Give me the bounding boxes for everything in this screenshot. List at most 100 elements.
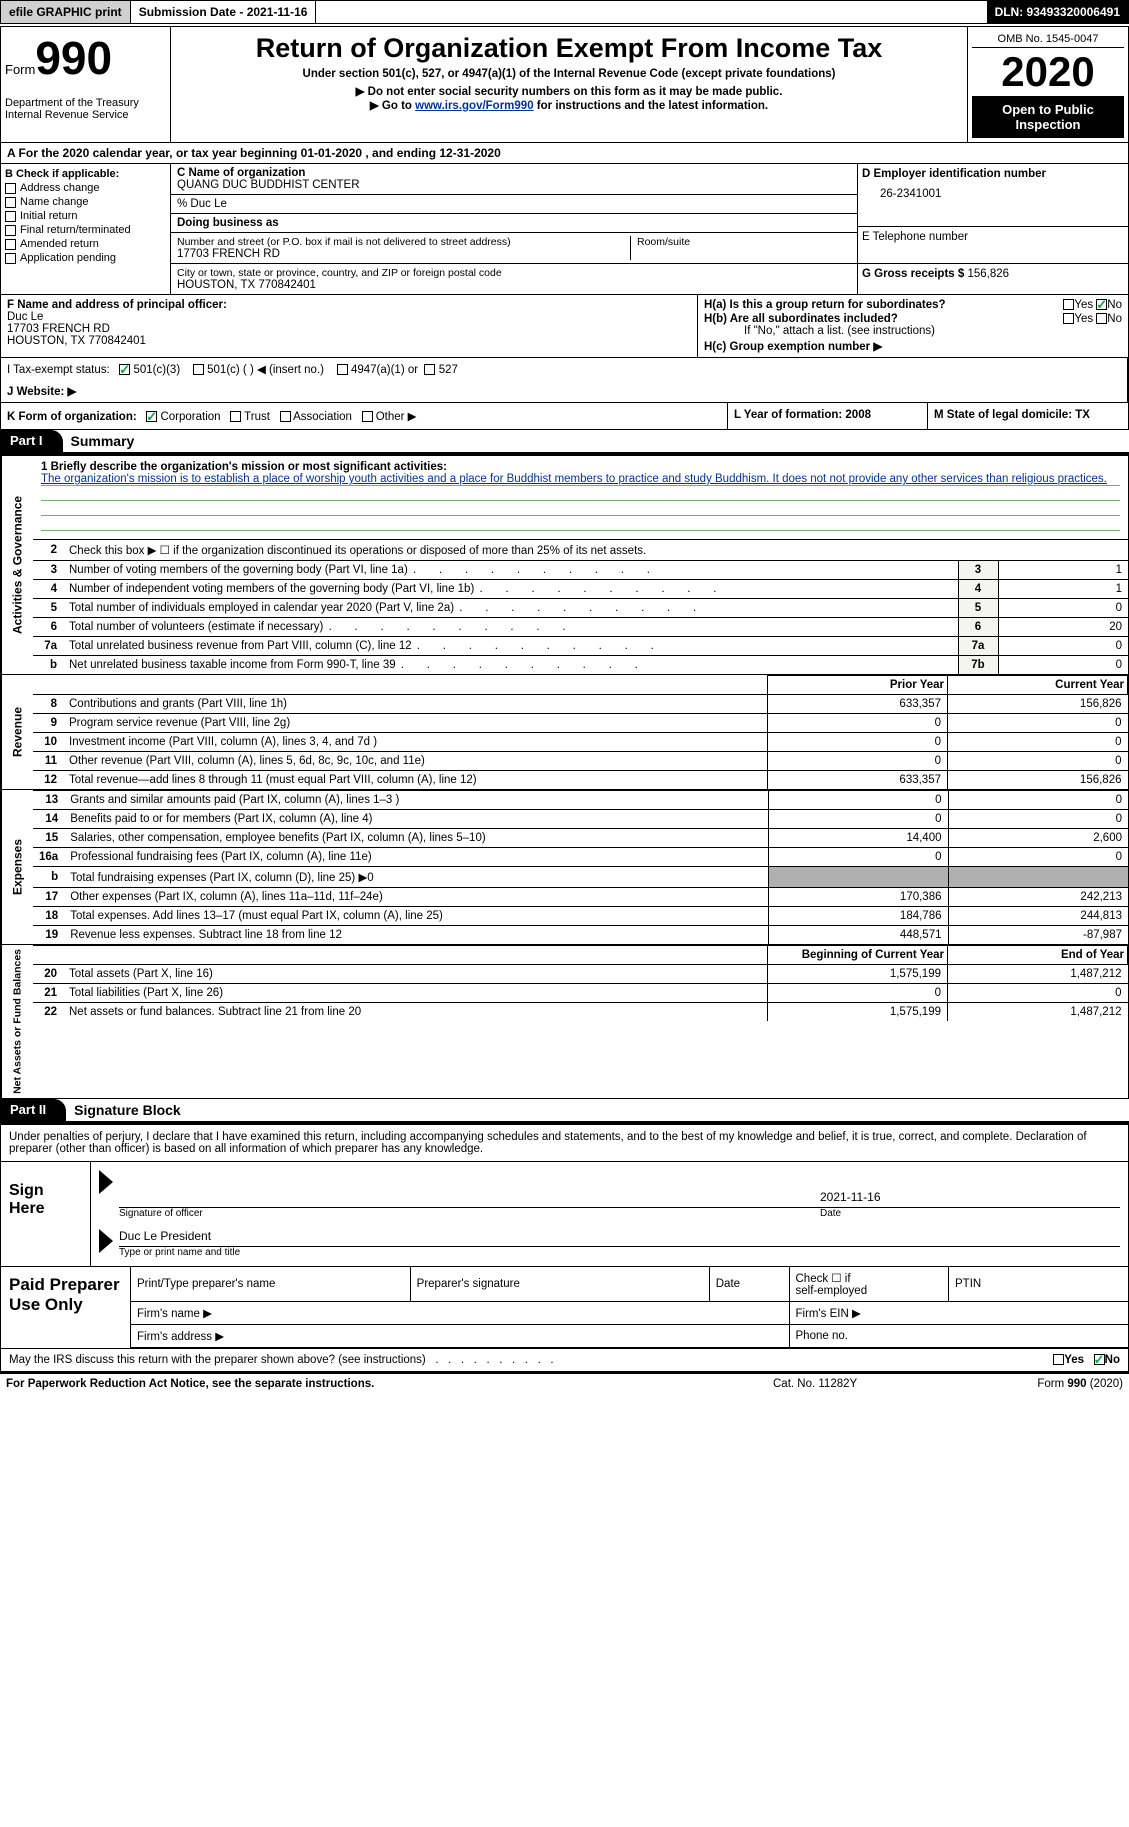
L-year: L Year of formation: 2008 [734, 409, 871, 421]
care-of: % Duc Le [171, 195, 857, 214]
chk-address-change[interactable] [5, 183, 16, 194]
form-header: Form990 Department of the Treasury Inter… [0, 26, 1129, 143]
efile-print-button[interactable]: efile GRAPHIC print [1, 1, 131, 23]
expenses-table: 13Grants and similar amounts paid (Part … [33, 790, 1128, 944]
col-B: B Check if applicable: Address change Na… [1, 164, 171, 294]
J-website-lbl: J Website: ▶ [7, 386, 76, 398]
table-row: 4Number of independent voting members of… [33, 580, 1128, 599]
line-2: Check this box ▶ ☐ if the organization d… [63, 540, 1128, 561]
form-number: Form990 [5, 31, 166, 85]
city-state-zip: HOUSTON, TX 770842401 [177, 279, 851, 291]
sign-here-label: Sign Here [1, 1162, 91, 1266]
lines-2-7: 2Check this box ▶ ☐ if the organization … [33, 539, 1128, 560]
sig-date-lbl: Date [820, 1208, 1120, 1219]
table-row: 9Program service revenue (Part VIII, lin… [33, 714, 1128, 733]
B-lead: B Check if applicable: [5, 168, 166, 180]
firm-addr-lbl: Firm's address ▶ [131, 1324, 789, 1347]
chk-other[interactable] [362, 411, 373, 422]
irs-link[interactable]: www.irs.gov/Form990 [415, 100, 533, 112]
part1-title: Summary [63, 430, 1129, 454]
firm-ein-lbl: Firm's EIN ▶ [789, 1301, 1128, 1324]
part1-expenses: Expenses 13Grants and similar amounts pa… [0, 790, 1129, 945]
officer-addr2: HOUSTON, TX 770842401 [7, 335, 146, 347]
chk-Ha-yes[interactable] [1063, 299, 1074, 310]
table-row: 6Total number of volunteers (estimate if… [33, 618, 1128, 637]
part2-tab: Part II [0, 1099, 66, 1123]
dln-label: DLN: 93493320006491 [987, 1, 1128, 23]
table-row: 11Other revenue (Part VIII, column (A), … [33, 752, 1128, 771]
dba-lbl: Doing business as [177, 217, 279, 229]
submission-date: Submission Date - 2021-11-16 [131, 1, 317, 23]
section-B-C-D: B Check if applicable: Address change Na… [0, 164, 1129, 295]
omb-number: OMB No. 1545-0047 [972, 31, 1124, 48]
chk-assoc[interactable] [280, 411, 291, 422]
row-F-H: F Name and address of principal officer:… [0, 295, 1129, 358]
table-row: 5Total number of individuals employed in… [33, 599, 1128, 618]
chk-final-return[interactable] [5, 225, 16, 236]
chk-trust[interactable] [230, 411, 241, 422]
table-row: 8Contributions and grants (Part VIII, li… [33, 695, 1128, 714]
F-lbl: F Name and address of principal officer: [7, 299, 227, 311]
table-row: 18Total expenses. Add lines 13–17 (must … [33, 907, 1128, 926]
table-row: 21Total liabilities (Part X, line 26)00 [33, 984, 1128, 1003]
side-expenses: Expenses [1, 790, 33, 944]
sign-arrow-icon-2 [99, 1229, 113, 1253]
discuss-question: May the IRS discuss this return with the… [9, 1354, 1053, 1366]
row-K: K Form of organization: Corporation Trus… [0, 403, 1129, 430]
paperwork-notice: For Paperwork Reduction Act Notice, see … [6, 1378, 773, 1390]
discuss-row: May the IRS discuss this return with the… [0, 1349, 1129, 1372]
sig-officer-lbl: Signature of officer [119, 1208, 820, 1219]
table-row: 20Total assets (Part X, line 16)1,575,19… [33, 965, 1128, 984]
chk-name-change[interactable] [5, 197, 16, 208]
chk-Hb-yes[interactable] [1063, 313, 1074, 324]
prep-name-lbl: Print/Type preparer's name [131, 1267, 410, 1302]
chk-Ha-no[interactable] [1096, 299, 1107, 310]
row-J: J Website: ▶ [0, 380, 1129, 403]
chk-discuss-yes[interactable] [1053, 1354, 1064, 1365]
prep-date-lbl: Date [709, 1267, 789, 1302]
prep-sig-lbl: Preparer's signature [410, 1267, 709, 1302]
chk-527[interactable] [424, 364, 435, 375]
revenue-table: Prior YearCurrent Year 8Contributions an… [33, 675, 1128, 789]
chk-501c3[interactable] [119, 364, 130, 375]
part1-net-assets: Net Assets or Fund Balances Beginning of… [0, 945, 1129, 1099]
sig-name-lbl: Type or print name and title [119, 1247, 820, 1258]
top-toolbar: efile GRAPHIC print Submission Date - 20… [0, 0, 1129, 24]
page-footer: For Paperwork Reduction Act Notice, see … [0, 1372, 1129, 1394]
chk-Hb-no[interactable] [1096, 313, 1107, 324]
chk-initial-return[interactable] [5, 211, 16, 222]
M-state: M State of legal domicile: TX [934, 409, 1090, 421]
chk-4947[interactable] [337, 364, 348, 375]
dept-label: Department of the Treasury Internal Reve… [5, 97, 166, 121]
table-row: 17Other expenses (Part IX, column (A), l… [33, 888, 1128, 907]
open-to-public: Open to Public Inspection [972, 96, 1124, 138]
firm-phone-lbl: Phone no. [789, 1324, 1128, 1347]
I-lbl: I Tax-exempt status: [7, 364, 110, 376]
chk-application-pending[interactable] [5, 253, 16, 264]
table-row: 16aProfessional fundraising fees (Part I… [33, 848, 1128, 867]
table-row: 3Number of voting members of the governi… [33, 561, 1128, 580]
part1-tab: Part I [0, 430, 63, 454]
D-ein-lbl: D Employer identification number [862, 168, 1124, 180]
officer-name-title: Duc Le President [119, 1229, 1120, 1243]
chk-501c[interactable] [193, 364, 204, 375]
part1-activities-governance: Activities & Governance 1 Briefly descri… [0, 454, 1129, 675]
chk-amended-return[interactable] [5, 239, 16, 250]
mission-text: The organization's mission is to establi… [41, 473, 1107, 485]
city-lbl: City or town, state or province, country… [177, 267, 851, 279]
table-row: 12Total revenue—add lines 8 through 11 (… [33, 771, 1128, 790]
Hb-note: If "No," attach a list. (see instruction… [744, 325, 1122, 337]
chk-discuss-no[interactable] [1094, 1354, 1105, 1365]
col-C: C Name of organization QUANG DUC BUDDHIS… [171, 164, 858, 294]
form-990-page: efile GRAPHIC print Submission Date - 20… [0, 0, 1129, 1394]
part2-header: Part II Signature Block [0, 1099, 1129, 1123]
part1-header: Part I Summary [0, 430, 1129, 454]
E-phone-lbl: E Telephone number [862, 231, 1124, 243]
Hb-lbl: H(b) Are all subordinates included? [704, 313, 898, 325]
ein-value: 26-2341001 [880, 188, 1124, 200]
subtitle-3: ▶ Go to www.irs.gov/Form990 for instruct… [175, 98, 963, 112]
prep-ptin-lbl: PTIN [949, 1267, 1128, 1302]
subtitle-1: Under section 501(c), 527, or 4947(a)(1)… [175, 68, 963, 80]
side-activities-governance: Activities & Governance [1, 456, 33, 674]
chk-corp[interactable] [146, 411, 157, 422]
